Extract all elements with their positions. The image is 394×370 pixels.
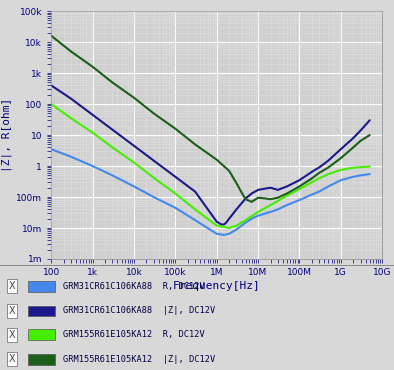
Text: X: X <box>9 354 15 364</box>
Text: X: X <box>9 306 15 316</box>
FancyBboxPatch shape <box>28 281 55 292</box>
Text: GRM155R61E105KA12  |Z|, DC12V: GRM155R61E105KA12 |Z|, DC12V <box>63 355 215 364</box>
Text: GRM31CR61C106KA88  |Z|, DC12V: GRM31CR61C106KA88 |Z|, DC12V <box>63 306 215 316</box>
Text: GRM155R61E105KA12  R, DC12V: GRM155R61E105KA12 R, DC12V <box>63 330 205 339</box>
FancyBboxPatch shape <box>28 306 55 316</box>
FancyBboxPatch shape <box>28 354 55 365</box>
Y-axis label: |Z|, R[ohm]: |Z|, R[ohm] <box>2 98 12 172</box>
Text: GRM31CR61C106KA88  R, DC12V: GRM31CR61C106KA88 R, DC12V <box>63 282 205 291</box>
Text: X: X <box>9 330 15 340</box>
FancyBboxPatch shape <box>28 329 55 340</box>
X-axis label: Frequency[Hz]: Frequency[Hz] <box>173 281 260 291</box>
Text: X: X <box>9 281 15 291</box>
